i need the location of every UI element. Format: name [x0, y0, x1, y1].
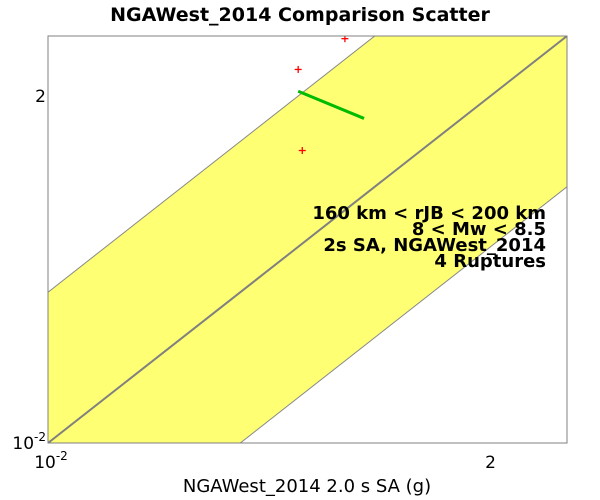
- x-tick-label-0: 10-2: [34, 449, 68, 473]
- chart-title: NGAWest_2014 Comparison Scatter: [110, 4, 490, 26]
- annotation-line-2: 2s SA, NGAWest_2014: [323, 235, 546, 256]
- annotation-line-1: 8 < Mw < 8.5: [412, 219, 546, 240]
- annotation-line-3: 4 Ruptures: [434, 251, 546, 272]
- annotation-line-0: 160 km < rJB < 200 km: [312, 203, 546, 224]
- y-tick-label-0: 10-2: [12, 430, 46, 454]
- annotation-box: 160 km < rJB < 200 km8 < Mw < 8.52s SA, …: [312, 203, 546, 272]
- data-point-0-1: [294, 65, 302, 73]
- x-tick-label-1: 2: [485, 453, 496, 473]
- data-point-0-2: [298, 147, 306, 155]
- x-axis-label: NGAWest_2014 2.0 s SA (g): [183, 476, 431, 497]
- y-tick-label-1: 2: [35, 87, 46, 107]
- series-line-1: [297, 89, 365, 120]
- plot-frame: [47, 35, 568, 444]
